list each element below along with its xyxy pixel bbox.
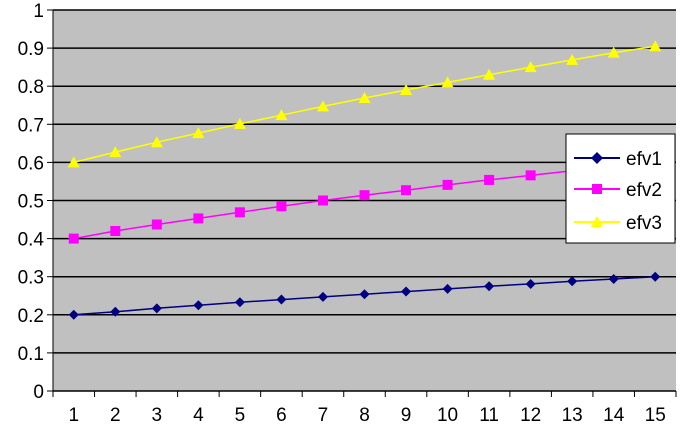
x-tick-label-3: 4 <box>193 405 204 426</box>
y-tick-label-6: 0.6 <box>18 153 44 174</box>
x-tick-label-13: 14 <box>603 405 625 426</box>
data-point-efv3-14 <box>607 46 620 58</box>
data-point-efv1-9 <box>401 286 412 297</box>
x-tick-label-4: 5 <box>235 405 246 426</box>
legend-marker-efv3 <box>591 216 603 227</box>
data-point-efv2-7 <box>317 195 328 206</box>
data-point-efv2-9 <box>401 185 412 196</box>
legend: efv1 efv2 efv3 <box>565 133 676 244</box>
data-point-efv3-12 <box>524 61 537 73</box>
data-point-efv1-5 <box>234 297 245 308</box>
y-tick-label-5: 0.5 <box>18 192 44 213</box>
x-tick-label-8: 9 <box>401 405 412 426</box>
data-point-efv2-3 <box>151 219 162 230</box>
data-point-efv1-3 <box>151 303 162 314</box>
data-point-efv2-4 <box>193 213 204 224</box>
data-point-efv2-5 <box>234 207 245 218</box>
y-tick-label-7: 0.7 <box>18 115 44 136</box>
data-point-efv1-4 <box>193 300 204 311</box>
y-tick-label-8: 0.8 <box>18 77 44 98</box>
data-point-efv3-4 <box>192 127 205 139</box>
x-tick-label-9: 10 <box>437 405 458 426</box>
legend-label-efv2: efv2 <box>626 180 662 201</box>
data-point-efv2-12 <box>525 170 536 181</box>
data-point-efv1-6 <box>276 294 287 305</box>
x-tick-label-10: 11 <box>479 405 499 426</box>
x-tick-label-6: 7 <box>318 405 329 426</box>
y-tick-label-2: 0.2 <box>18 306 44 327</box>
data-point-efv3-2 <box>109 146 122 158</box>
data-point-efv1-7 <box>317 291 328 302</box>
data-point-efv1-11 <box>484 281 495 292</box>
data-point-efv3-6 <box>275 109 288 121</box>
data-point-efv2-6 <box>276 201 287 212</box>
data-point-efv1-12 <box>525 278 536 289</box>
data-point-efv2-8 <box>359 190 370 201</box>
data-point-efv3-13 <box>566 53 579 65</box>
data-point-efv1-1 <box>68 309 79 320</box>
series-efv1 <box>68 271 661 320</box>
x-tick-label-12: 13 <box>562 405 583 426</box>
data-point-efv1-15 <box>650 271 661 282</box>
legend-marker-efv1 <box>591 152 603 164</box>
x-tick-label-5: 6 <box>276 405 287 426</box>
axes: 00.10.20.30.40.50.60.70.80.911 2 3 4 5 6 7 8 9 10… <box>18 1 677 426</box>
data-point-efv2-11 <box>484 174 495 185</box>
series-efv3 <box>67 40 662 168</box>
y-tick-label-10: 1 <box>33 1 44 22</box>
data-point-efv2-10 <box>442 179 453 190</box>
legend-item-efv3: efv3 <box>574 213 662 234</box>
x-tick-label-2: 3 <box>152 405 163 426</box>
data-point-efv3-5 <box>233 117 246 129</box>
data-point-efv3-1 <box>67 156 80 168</box>
y-tick-label-3: 0.3 <box>18 268 44 289</box>
y-tick-label-0: 0 <box>33 382 44 403</box>
data-point-efv3-15 <box>649 40 662 52</box>
data-point-efv1-13 <box>567 276 578 287</box>
data-point-efv1-10 <box>442 283 453 294</box>
data-point-efv3-9 <box>400 84 413 96</box>
data-point-efv3-3 <box>150 136 163 148</box>
data-point-efv1-14 <box>608 273 619 284</box>
legend-item-efv2: efv2 <box>574 180 662 201</box>
y-tick-label-9: 0.9 <box>18 39 44 60</box>
data-point-efv1-2 <box>110 306 121 317</box>
legend-item-efv1: efv1 <box>574 149 662 170</box>
x-tick-label-14: 15 <box>645 405 666 426</box>
legend-label-efv3: efv3 <box>626 213 662 234</box>
data-point-efv1-8 <box>359 289 370 300</box>
y-tick-label-4: 0.4 <box>18 230 45 251</box>
x-tick-label-11: 12 <box>520 405 541 426</box>
data-point-efv3-7 <box>316 100 329 112</box>
data-point-efv2-1 <box>68 233 79 244</box>
gridlines <box>53 9 676 392</box>
legend-marker-efv2 <box>592 184 602 194</box>
x-tick-label-1: 2 <box>110 405 121 426</box>
data-point-efv2-2 <box>110 225 121 236</box>
data-point-efv3-10 <box>441 76 454 88</box>
y-tick-label-1: 0.1 <box>18 344 44 365</box>
x-tick-label-7: 8 <box>359 405 370 426</box>
data-point-efv3-8 <box>358 92 371 104</box>
legend-label-efv1: efv1 <box>626 149 662 170</box>
x-tick-label-0: 1 <box>68 405 79 426</box>
data-point-efv3-11 <box>483 68 496 80</box>
